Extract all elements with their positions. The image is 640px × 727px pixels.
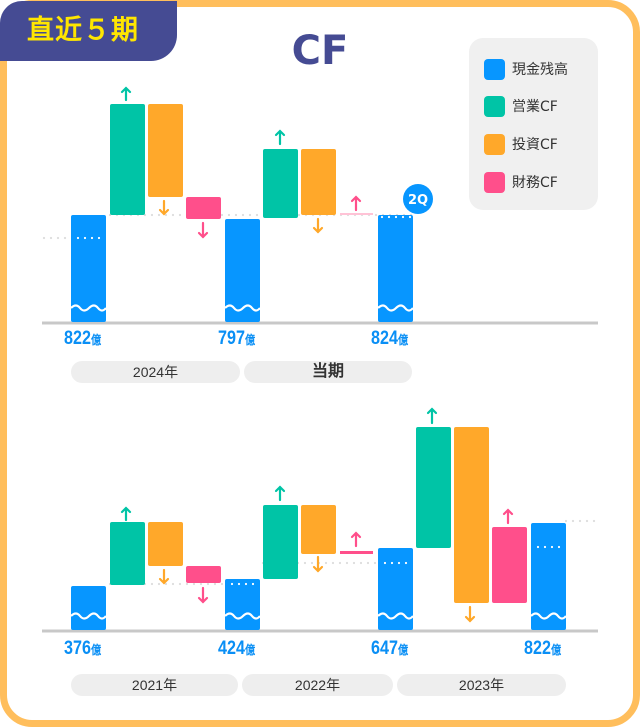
unit: 億 bbox=[244, 333, 256, 347]
cash-label: 822億 bbox=[524, 638, 561, 660]
value: 647 bbox=[371, 638, 398, 659]
break-wave bbox=[224, 612, 261, 620]
period-pill-current: 当期 bbox=[244, 361, 412, 383]
legend-swatch bbox=[484, 171, 505, 193]
cash-bar bbox=[378, 548, 413, 630]
cash-bar bbox=[71, 586, 106, 630]
period-pill-2024: 2024年 bbox=[71, 361, 240, 383]
unit: 億 bbox=[397, 643, 409, 657]
investing-cf-bar bbox=[301, 149, 336, 215]
arrow-up-icon bbox=[350, 195, 362, 212]
cash-bar bbox=[225, 219, 260, 322]
financing-cf-bar bbox=[186, 566, 221, 583]
arrow-up-icon bbox=[274, 129, 286, 146]
arrow-down-icon bbox=[312, 555, 324, 573]
value: 797 bbox=[218, 328, 245, 349]
unit: 億 bbox=[550, 643, 562, 657]
unit: 億 bbox=[90, 643, 102, 657]
investing-cf-bar bbox=[301, 505, 336, 554]
arrow-down-icon bbox=[312, 217, 324, 234]
legend-item-cash: 現金残高 bbox=[484, 58, 568, 80]
investing-cf-bar bbox=[148, 522, 183, 566]
legend-swatch bbox=[484, 133, 505, 155]
cash-bar bbox=[531, 523, 566, 630]
arrow-down-icon bbox=[197, 221, 209, 239]
period-badge: 直近５期 bbox=[0, 1, 177, 61]
arrow-down-icon bbox=[197, 586, 209, 604]
period-pill-2022: 2022年 bbox=[242, 674, 393, 696]
legend-swatch bbox=[484, 58, 505, 80]
legend-label: 財務CF bbox=[512, 175, 558, 191]
break-wave bbox=[70, 612, 107, 620]
break-wave bbox=[530, 612, 567, 620]
legend-label: 投資CF bbox=[512, 137, 558, 153]
chart-title: CF bbox=[291, 28, 349, 74]
cash-bar bbox=[378, 215, 413, 322]
cash-label: 797億 bbox=[218, 328, 255, 350]
legend-swatch bbox=[484, 95, 505, 117]
arrow-up-icon bbox=[120, 86, 132, 102]
investing-cf-bar bbox=[148, 104, 183, 197]
arrow-up-icon bbox=[502, 508, 514, 525]
break-wave bbox=[224, 304, 261, 312]
investing-cf-bar bbox=[454, 427, 489, 603]
legend: 現金残高 営業CF 投資CF 財務CF bbox=[469, 38, 598, 210]
quarter-badge-label: 2Q bbox=[408, 193, 428, 208]
quarter-badge bbox=[403, 184, 433, 214]
break-wave bbox=[70, 304, 107, 312]
operating-cf-bar bbox=[110, 522, 145, 585]
value: 424 bbox=[218, 638, 245, 659]
cash-bar bbox=[71, 215, 106, 322]
period-pill-2023: 2023年 bbox=[397, 674, 566, 696]
financing-cf-bar bbox=[492, 527, 527, 603]
legend-item-financing: 財務CF bbox=[484, 171, 558, 193]
operating-cf-bar bbox=[263, 505, 298, 579]
arrow-up-icon bbox=[120, 506, 132, 522]
financing-cf-bar bbox=[186, 197, 221, 219]
value: 376 bbox=[64, 638, 91, 659]
legend-item-operating: 営業CF bbox=[484, 95, 558, 117]
break-wave bbox=[377, 612, 414, 620]
unit: 億 bbox=[397, 333, 409, 347]
cash-label: 822億 bbox=[64, 328, 101, 350]
legend-label: 現金残高 bbox=[512, 62, 568, 78]
operating-cf-bar bbox=[110, 104, 145, 215]
unit: 億 bbox=[244, 643, 256, 657]
operating-cf-bar bbox=[416, 427, 451, 548]
arrow-down-icon bbox=[464, 605, 476, 623]
cash-label: 424億 bbox=[218, 638, 255, 660]
arrow-down-icon bbox=[158, 568, 170, 585]
cash-label: 376億 bbox=[64, 638, 101, 660]
arrow-down-icon bbox=[158, 199, 170, 216]
legend-label: 営業CF bbox=[512, 99, 558, 115]
cash-label: 647億 bbox=[371, 638, 408, 660]
arrow-up-icon bbox=[350, 531, 362, 548]
arrow-up-icon bbox=[274, 485, 286, 502]
cash-bar bbox=[225, 579, 260, 630]
financing-cf-bar bbox=[340, 213, 373, 215]
unit: 億 bbox=[90, 333, 102, 347]
legend-item-investing: 投資CF bbox=[484, 133, 558, 155]
financing-cf-bar bbox=[340, 551, 373, 554]
period-pill-2021: 2021年 bbox=[71, 674, 238, 696]
value: 822 bbox=[64, 328, 91, 349]
operating-cf-bar bbox=[263, 149, 298, 218]
value: 822 bbox=[524, 638, 551, 659]
break-wave bbox=[377, 304, 414, 312]
cash-label: 824億 bbox=[371, 328, 408, 350]
arrow-up-icon bbox=[426, 407, 438, 425]
value: 824 bbox=[371, 328, 398, 349]
